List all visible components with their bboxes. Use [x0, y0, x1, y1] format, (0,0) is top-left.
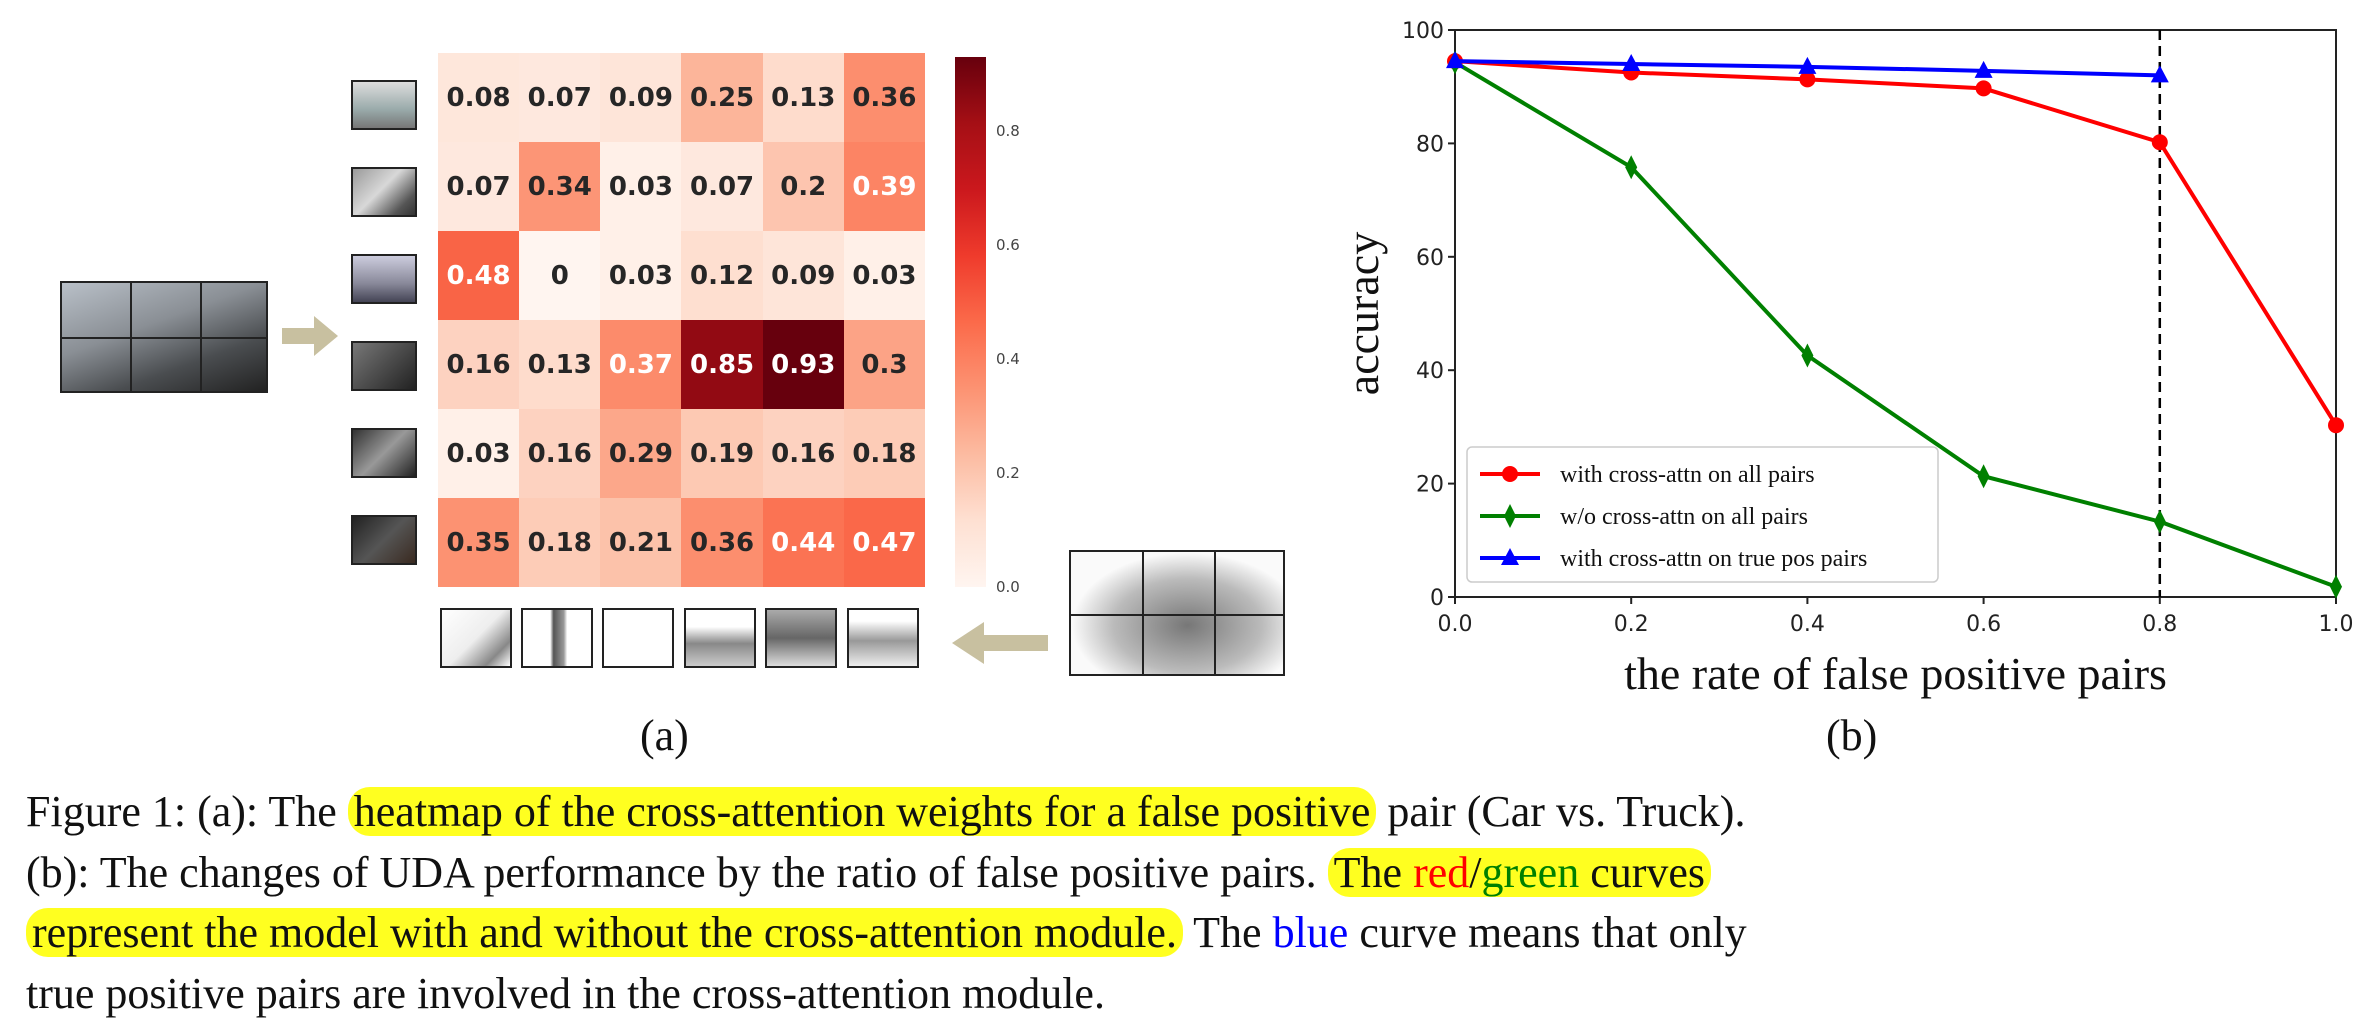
- data-point: [2152, 134, 2168, 150]
- caption-text: pair (Car vs. Truck).: [1376, 787, 1745, 836]
- figure-caption: Figure 1: (a): The heatmap of the cross-…: [26, 782, 2356, 1024]
- caption-text: The: [1334, 848, 1413, 897]
- x-tick-label: 1.0: [2319, 612, 2354, 637]
- y-tick-label: 20: [1416, 473, 1444, 498]
- caption-blue-word: blue: [1273, 908, 1349, 957]
- series-line: [1455, 61, 2336, 425]
- caption-text: The: [1183, 908, 1273, 957]
- legend-label: w/o cross-attn on all pairs: [1560, 504, 1808, 530]
- data-point: [2330, 575, 2342, 599]
- y-tick-label: 0: [1430, 586, 1444, 611]
- caption-line-2: (b): The changes of UDA performance by t…: [26, 843, 2356, 904]
- caption-red-word: red: [1413, 848, 1469, 897]
- caption-line-3: represent the model with and without the…: [26, 903, 2356, 964]
- caption-highlight: The red/green curves: [1328, 848, 1711, 897]
- data-point: [1976, 80, 1992, 96]
- x-tick-label: 0.4: [1790, 612, 1825, 637]
- x-tick-label: 0.2: [1614, 612, 1649, 637]
- caption-text: curve means that only: [1348, 908, 1746, 957]
- caption-text: (b): The changes of UDA performance by t…: [26, 848, 1328, 897]
- x-axis-label: the rate of false positive pairs: [1624, 648, 2167, 699]
- x-tick-label: 0.6: [1966, 612, 2001, 637]
- caption-line-4: true positive pairs are involved in the …: [26, 964, 2356, 1024]
- data-point: [2154, 510, 2166, 534]
- subfigure-b-label: (b): [1826, 710, 1877, 761]
- data-point: [1978, 464, 1990, 488]
- data-point: [1801, 343, 1813, 367]
- y-tick-label: 60: [1416, 246, 1444, 271]
- legend-label: with cross-attn on all pairs: [1560, 462, 1815, 488]
- caption-text: /: [1469, 848, 1481, 897]
- caption-text: curves: [1579, 848, 1705, 897]
- caption-highlight: heatmap of the cross-attention weights f…: [348, 787, 1377, 836]
- x-tick-label: 0.0: [1438, 612, 1473, 637]
- caption-line-1: Figure 1: (a): The heatmap of the cross-…: [26, 782, 2356, 843]
- data-point: [1625, 155, 1637, 179]
- y-axis-label: accuracy: [1337, 232, 1388, 395]
- legend-label: with cross-attn on true pos pairs: [1560, 546, 1867, 572]
- x-tick-label: 0.8: [2142, 612, 2177, 637]
- y-tick-label: 40: [1416, 359, 1444, 384]
- data-point: [2328, 417, 2344, 433]
- caption-green-word: green: [1481, 848, 1579, 897]
- legend-marker: [1502, 466, 1518, 482]
- caption-highlight: represent the model with and without the…: [26, 908, 1183, 957]
- y-tick-label: 80: [1416, 132, 1444, 157]
- caption-text: Figure 1: (a): The: [26, 787, 348, 836]
- y-tick-label: 100: [1402, 19, 1444, 44]
- accuracy-line-chart: 0.0 0.2 0.4 0.6 0.8 1.0 0 20 40 60 80 100 the rate o…: [0, 0, 2371, 780]
